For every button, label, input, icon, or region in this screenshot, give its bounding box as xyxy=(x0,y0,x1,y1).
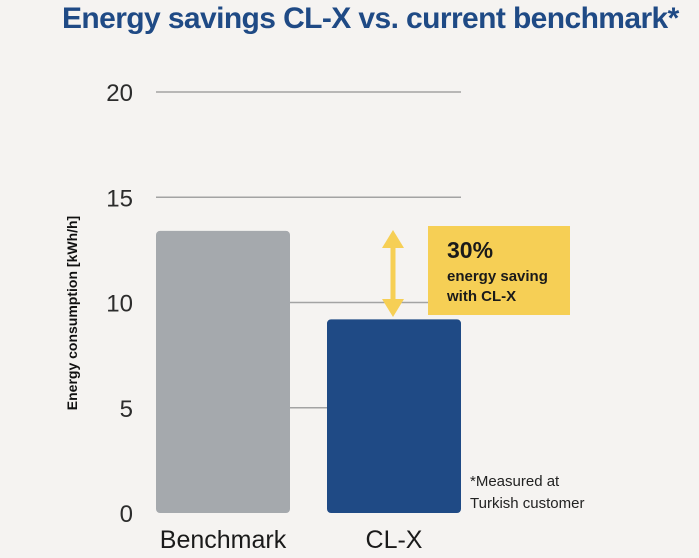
y-axis-label: Energy consumption [kWh/h] xyxy=(64,216,80,410)
footnote-line-1: *Measured at xyxy=(470,473,560,490)
y-axis-ticks: 0 5 10 15 20 xyxy=(106,80,133,528)
y-tick-label: 0 xyxy=(120,501,133,528)
bars xyxy=(156,230,461,513)
bar-benchmark xyxy=(156,230,290,513)
y-tick-label: 10 xyxy=(106,291,133,318)
savings-arrow-icon xyxy=(382,230,404,317)
bar-cl-x xyxy=(327,319,461,513)
y-tick-label: 20 xyxy=(106,80,133,107)
chart-title: Energy savings CL-X vs. current benchmar… xyxy=(62,2,679,35)
x-tick-label: Benchmark xyxy=(160,526,287,554)
x-tick-label: CL-X xyxy=(366,526,423,554)
x-axis-labels: Benchmark CL-X xyxy=(160,526,423,554)
y-tick-label: 15 xyxy=(106,185,133,212)
callout-line-2: with CL-X xyxy=(446,288,516,305)
y-tick-label: 5 xyxy=(120,396,133,423)
savings-callout: 30% energy saving with CL-X xyxy=(428,226,570,315)
callout-percent: 30% xyxy=(447,237,493,263)
footnote: *Measured at Turkish customer xyxy=(470,473,584,512)
footnote-line-2: Turkish customer xyxy=(470,495,584,512)
callout-line-1: energy saving xyxy=(447,268,548,285)
